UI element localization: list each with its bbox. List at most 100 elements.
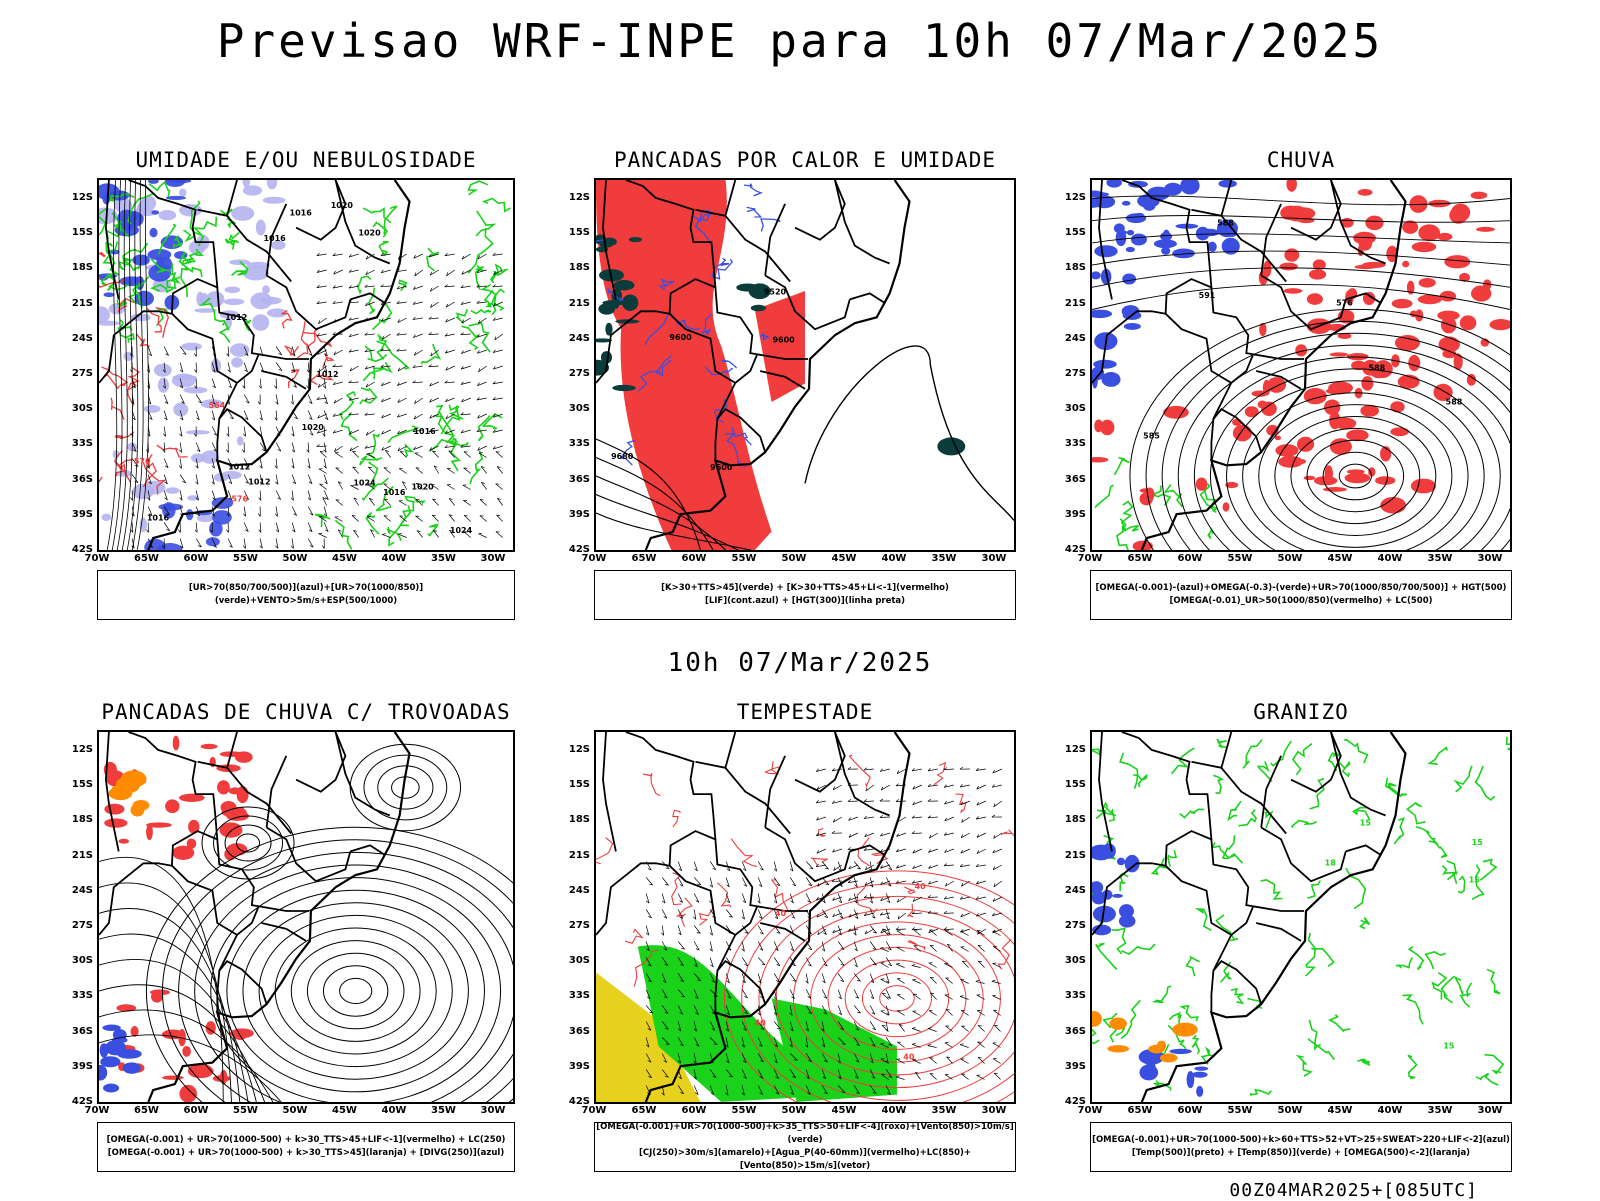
lat-tick-label: 39S	[67, 509, 93, 520]
field-patch	[1126, 213, 1146, 223]
contour-line	[1306, 948, 1315, 976]
contour-line	[377, 341, 409, 369]
political-border	[850, 293, 885, 303]
wind-vector	[993, 1059, 1001, 1064]
lon-tick-label: 50W	[280, 553, 310, 564]
contour-line	[373, 302, 392, 330]
lon-tick-label: 55W	[231, 553, 261, 564]
wind-vector	[896, 964, 904, 967]
field-patch	[1412, 242, 1436, 252]
field-patch	[1218, 180, 1236, 188]
wind-vector	[993, 931, 1001, 935]
wind-vector	[896, 929, 906, 930]
lat-tick-label: 33S	[564, 438, 590, 449]
field-patch	[1284, 288, 1303, 294]
contour-line	[1261, 880, 1283, 899]
isoline	[340, 978, 372, 1003]
field-patch	[1106, 180, 1121, 188]
field-patch	[104, 804, 124, 815]
field-patch	[150, 228, 158, 237]
contour-line	[1430, 747, 1448, 765]
isoline	[291, 941, 420, 1042]
contour-line	[1480, 860, 1496, 881]
political-border	[765, 828, 850, 882]
contour-line	[360, 388, 377, 404]
field-patch	[1328, 382, 1353, 395]
lon-tick-label: 60W	[679, 553, 709, 564]
wind-vector	[496, 532, 503, 538]
wind-vector	[308, 443, 309, 453]
field-patch	[1449, 207, 1467, 224]
contour-line	[1402, 995, 1423, 1024]
contour-line	[471, 310, 491, 314]
field-patch	[183, 387, 207, 394]
wind-vector	[929, 963, 937, 968]
field-patch	[165, 180, 186, 187]
contour-line	[1187, 957, 1200, 976]
field-patch	[1361, 376, 1373, 390]
field-patch	[103, 1084, 119, 1093]
contour-line	[1001, 830, 1014, 845]
contour-line	[1361, 918, 1370, 929]
field-patch	[1126, 247, 1135, 252]
lat-tick-label: 36S	[67, 474, 93, 485]
wind-vector	[308, 379, 309, 389]
panel-legend: [OMEGA(-0.001) + UR>70(1000-500) + k>30_…	[97, 1122, 515, 1172]
wind-vector-head	[912, 979, 916, 980]
contour-label: 588	[1217, 218, 1234, 227]
lat-tick-label: 27S	[1060, 368, 1086, 379]
field-patch	[1334, 418, 1356, 430]
lat-tick-label: 24S	[564, 885, 590, 896]
wind-vector	[333, 366, 343, 367]
field-patch	[224, 298, 244, 305]
lon-tick-label: 65W	[132, 1105, 162, 1116]
wind-vector	[880, 817, 890, 818]
field-patch	[1390, 427, 1409, 436]
wind-vector	[946, 1026, 953, 1032]
contour-line	[672, 873, 682, 905]
contour-label: 1016	[413, 427, 436, 436]
lat-tick-label: 21S	[1060, 298, 1086, 309]
field-patch	[626, 207, 645, 223]
field-patch	[148, 180, 159, 184]
lon-tick-label: 45W	[330, 553, 360, 564]
field-patch	[101, 514, 111, 521]
wind-vector	[944, 769, 954, 770]
field-patch	[1284, 248, 1299, 261]
wind-vector-head	[398, 533, 402, 534]
lon-tick-label: 40W	[1375, 1105, 1405, 1116]
field-patch	[1148, 1045, 1165, 1054]
field-patch	[1208, 242, 1217, 252]
contour-line	[357, 276, 371, 292]
lat-tick-label: 30S	[1060, 403, 1086, 414]
contour-line	[1122, 944, 1156, 954]
lat-tick-label: 36S	[564, 474, 590, 485]
political-border	[217, 409, 266, 460]
wind-vector-head	[382, 534, 385, 535]
lon-tick-label: 60W	[181, 1105, 211, 1116]
field-patch	[103, 292, 114, 297]
wind-vector	[930, 1058, 937, 1064]
political-border	[626, 732, 716, 839]
contour-label: 9600	[772, 335, 795, 344]
contour-line	[731, 839, 757, 867]
wind-vector	[897, 979, 905, 984]
contour-label: 588	[1368, 363, 1385, 372]
lon-tick-label: 35W	[1425, 1105, 1455, 1116]
contour-label: 1016	[147, 513, 170, 522]
contour-line	[1271, 741, 1291, 766]
field-patch	[221, 471, 242, 479]
lon-tick-label: 45W	[1325, 1105, 1355, 1116]
isoline	[237, 834, 260, 852]
lon-tick-label: 70W	[579, 1105, 609, 1116]
field-patch	[1161, 247, 1170, 255]
wind-vector	[897, 1042, 904, 1047]
wind-vector	[352, 515, 359, 521]
lon-tick-label: 35W	[1425, 553, 1455, 564]
field-patch	[267, 180, 277, 189]
wind-vector	[320, 452, 327, 458]
contour-label: 1020	[358, 229, 381, 238]
contour-line	[904, 887, 914, 894]
